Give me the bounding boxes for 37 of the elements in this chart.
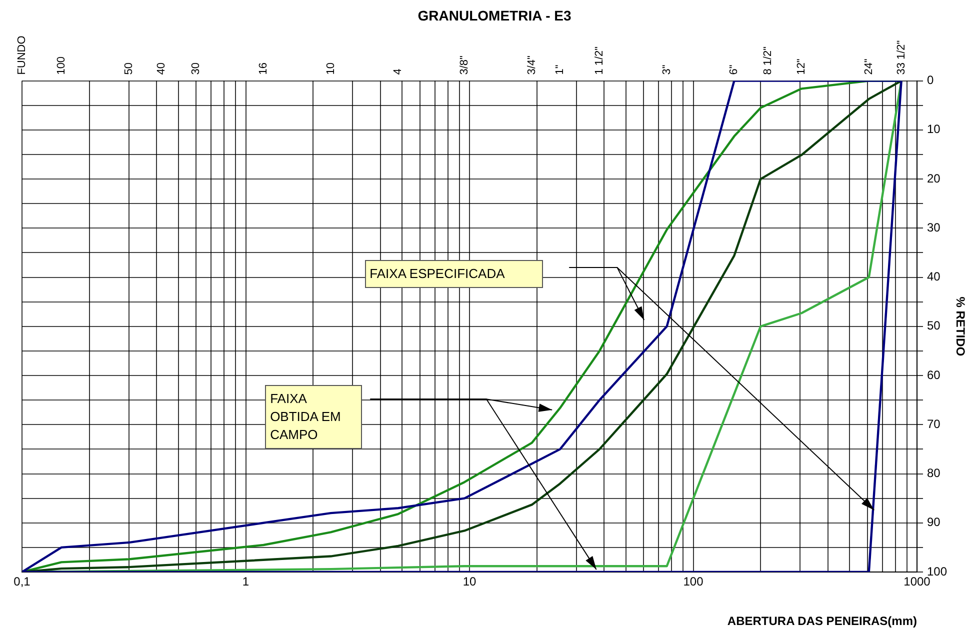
callout-box: FAIXA OBTIDA EM CAMPO [265,385,362,450]
x-tick-label: 10 [462,574,476,589]
text: 4 [392,68,404,75]
y-tick-label: 80 [927,466,941,480]
text: 30 [190,62,202,75]
x-tick-label: 0,1 [14,574,31,589]
text: 100 [55,56,68,75]
y-tick-label: 20 [927,171,941,186]
y-tick-label: 90 [927,515,941,530]
x-tick-label: 100 [683,574,704,589]
y-tick-label: 50 [927,318,941,333]
y-tick-label: 10 [927,122,941,136]
text: 40 [155,62,168,75]
y-tick-label: 0 [927,73,934,88]
text: 50 [122,62,135,75]
chart-title: GRANULOMETRIA - E3 [418,7,572,24]
text: 33 1/2" [895,40,908,75]
text: 16 [258,62,270,75]
text: 1 1/2" [594,46,606,75]
text: 24" [862,58,875,75]
text: 3" [660,64,673,75]
y-tick-label: 40 [927,270,941,284]
text: 12" [796,58,808,75]
y-tick-label: 70 [927,416,941,431]
text: 1" [554,64,566,75]
y-axis-title: % RETIDO [953,296,967,356]
text: FUNDO [16,35,28,75]
x-tick-label: 1 [242,574,250,589]
x-axis-title: ABERTURA DAS PENEIRAS(mm) [727,614,917,628]
text: 6" [728,64,740,75]
y-tick-label: 60 [927,368,941,382]
text: 3/8" [458,56,471,75]
callout-box: FAIXA ESPECIFICADA [364,260,543,288]
text: 8 1/2" [762,46,774,75]
y-tick-label: 30 [927,220,941,234]
text: 10 [324,62,337,75]
text: 3/4" [526,56,538,75]
